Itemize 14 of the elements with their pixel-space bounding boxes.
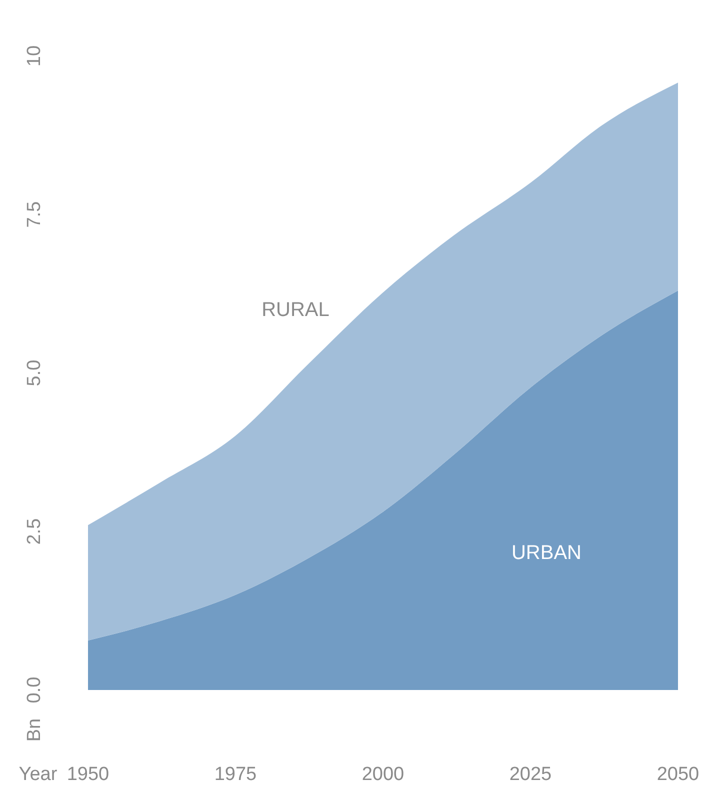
x-tick-label: 2050 xyxy=(656,764,700,785)
y-tick-label: 0.0 xyxy=(24,676,45,704)
y-tick-label: 10 xyxy=(24,45,45,67)
y-tick-label: 7.5 xyxy=(24,201,45,228)
y-tick-label: 2.5 xyxy=(24,518,45,545)
x-tick-label: 1950 xyxy=(66,764,110,785)
y-axis-title: Bn xyxy=(24,718,45,742)
series-label: URBAN xyxy=(511,542,582,564)
x-axis-title: Year xyxy=(18,764,58,785)
series-label: RURAL xyxy=(262,298,330,321)
x-tick-label: 1975 xyxy=(214,764,257,785)
y-tick-label: 5.0 xyxy=(24,360,45,386)
x-tick-label: 2025 xyxy=(509,764,552,785)
x-tick-label: 2000 xyxy=(362,764,404,785)
